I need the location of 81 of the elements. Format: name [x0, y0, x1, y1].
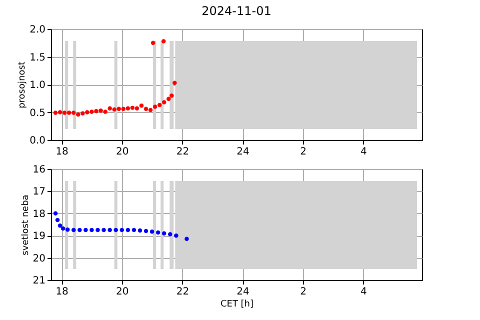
- point: [84, 228, 88, 232]
- point: [65, 227, 70, 232]
- point: [108, 228, 112, 232]
- point: [138, 228, 142, 233]
- point: [116, 106, 121, 112]
- point: [94, 109, 98, 114]
- y-tick-label: 19: [32, 231, 46, 242]
- x-tick-label: 4: [360, 146, 367, 158]
- point: [144, 106, 148, 112]
- point: [166, 96, 171, 102]
- point: [168, 232, 172, 236]
- point: [162, 100, 166, 104]
- point: [58, 223, 62, 228]
- point: [85, 110, 90, 114]
- y-tick-label: 17: [32, 186, 46, 198]
- x-tick-label: 20: [116, 146, 129, 158]
- point: [72, 110, 76, 115]
- point: [130, 106, 135, 110]
- y-axis-title: prosojnost: [18, 61, 28, 108]
- point: [162, 231, 166, 236]
- point: [144, 228, 148, 234]
- y-axis-title: svetlost neba: [20, 194, 31, 256]
- point: [170, 93, 174, 98]
- y-tick-label: 1.5: [30, 52, 46, 64]
- point: [90, 228, 94, 232]
- point: [72, 228, 76, 232]
- y-tick-label: 21: [32, 276, 46, 286]
- point: [78, 228, 82, 232]
- point: [139, 103, 144, 108]
- x-tick-label: 2: [300, 286, 307, 298]
- point: [96, 228, 100, 232]
- x-tick-label: 24: [236, 286, 250, 298]
- x-tick-label: 4: [360, 286, 367, 298]
- x-tick-label: 22: [176, 146, 190, 158]
- point: [132, 228, 136, 232]
- point: [172, 80, 177, 85]
- y-tick-label: 18: [32, 208, 46, 220]
- x-tick-label: 2: [300, 146, 307, 158]
- point: [58, 110, 62, 114]
- point: [62, 110, 67, 115]
- point: [103, 110, 108, 114]
- point: [60, 226, 66, 231]
- chart-title: 2024-11-01: [202, 4, 272, 18]
- point: [126, 228, 130, 232]
- x-axis-title: CET [h]: [220, 300, 254, 310]
- y-tick-label: 2.0: [30, 24, 46, 36]
- point: [90, 110, 94, 114]
- point: [102, 228, 106, 232]
- point: [53, 211, 58, 216]
- point: [98, 108, 103, 113]
- point: [174, 233, 178, 238]
- y-tick-label: 0.0: [30, 136, 46, 146]
- y-tick-label: 20: [32, 253, 46, 264]
- point: [114, 228, 118, 232]
- y-tick-label: 1.0: [30, 80, 46, 91]
- point: [80, 111, 85, 116]
- point: [148, 108, 153, 112]
- point: [120, 228, 124, 232]
- x-tick-label: 20: [116, 286, 129, 298]
- y-tick-label: 0.5: [30, 108, 46, 119]
- point: [108, 106, 112, 110]
- point: [150, 40, 156, 45]
- x-tick-label: 18: [56, 286, 68, 298]
- point: [66, 110, 72, 115]
- x-tick-label: 24: [236, 146, 250, 158]
- point: [55, 218, 60, 222]
- y-tick-label: 16: [32, 164, 46, 176]
- x-tick-label: 18: [56, 146, 68, 158]
- point: [121, 106, 126, 112]
- point: [152, 104, 158, 109]
- point: [156, 230, 160, 235]
- point: [53, 110, 58, 115]
- point: [134, 106, 140, 110]
- point: [112, 107, 116, 112]
- point: [150, 229, 154, 234]
- point: [157, 102, 162, 108]
- point: [76, 112, 80, 117]
- point: [184, 236, 189, 242]
- x-tick-label: 22: [176, 286, 190, 298]
- point: [126, 106, 130, 110]
- point: [161, 39, 166, 44]
